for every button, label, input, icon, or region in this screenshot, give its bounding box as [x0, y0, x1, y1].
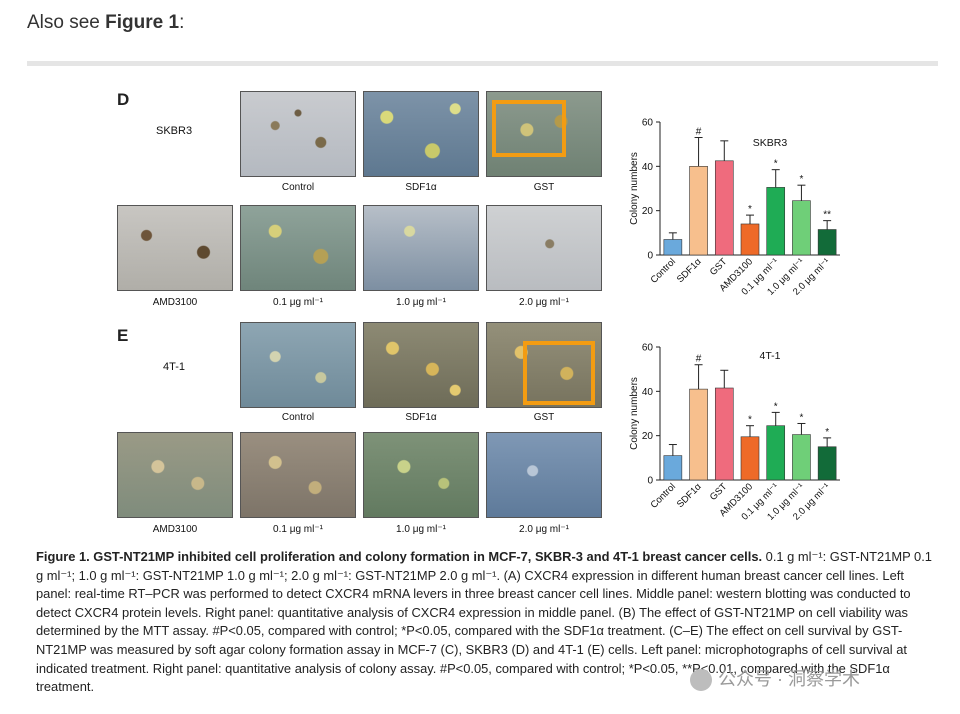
x-tick-label: GST — [708, 256, 730, 278]
photo-e-0-1 — [240, 432, 356, 518]
bar — [766, 187, 786, 256]
caption-d-sdf1a: SDF1α — [405, 182, 437, 193]
significance-mark: ** — [823, 210, 831, 221]
caption-e-2-0: 2.0 μg ml⁻¹ — [519, 524, 569, 535]
photo-d-gst — [486, 91, 602, 177]
caption-d-2-0: 2.0 μg ml⁻¹ — [519, 297, 569, 308]
significance-mark: * — [774, 401, 778, 412]
significance-mark: * — [774, 159, 778, 170]
y-tick-label: 40 — [642, 387, 654, 398]
chart-title: SKBR3 — [753, 137, 788, 149]
y-axis-label: Colony numbers — [629, 152, 640, 225]
bar — [817, 229, 837, 256]
photo-e-sdf1a — [363, 322, 479, 408]
y-tick-label: 60 — [642, 343, 654, 354]
y-tick-label: 0 — [647, 251, 653, 262]
divider — [27, 61, 938, 66]
significance-mark: * — [799, 412, 803, 423]
bar — [714, 387, 734, 481]
figure-caption: Figure 1. GST-NT21MP inhibited cell prol… — [36, 549, 932, 695]
x-tick-label: SDF1α — [675, 481, 704, 510]
photo-e-control — [240, 322, 356, 408]
caption-d-0-1: 0.1 μg ml⁻¹ — [273, 297, 323, 308]
caption-d-control: Control — [281, 182, 315, 193]
watermark: 公众号 · 洞察学术 — [690, 665, 860, 692]
panel-e-cell-line: 4T-1 — [163, 361, 186, 373]
significance-mark: * — [799, 174, 803, 185]
caption-e-1-0: 1.0 μg ml⁻¹ — [396, 524, 446, 535]
bar — [792, 200, 811, 256]
bar — [689, 388, 708, 481]
highlight-box — [492, 100, 566, 157]
intro-text: Also see Figure 1: — [27, 12, 185, 33]
photo-e-gst — [486, 322, 602, 408]
significance-mark: * — [748, 415, 752, 426]
bar — [663, 455, 683, 481]
bar — [740, 223, 760, 256]
figure-link[interactable]: Figure 1 — [105, 12, 180, 33]
y-tick-label: 60 — [642, 118, 654, 129]
caption-d-amd3100: AMD3100 — [152, 297, 198, 308]
significance-mark: # — [696, 354, 702, 365]
y-tick-label: 0 — [647, 476, 653, 487]
x-tick-label: SDF1α — [675, 256, 704, 285]
panel-d-cell-line: SKBR3 — [156, 125, 193, 137]
wechat-icon — [690, 669, 712, 692]
bar — [792, 434, 811, 481]
photo-e-amd3100 — [117, 432, 233, 518]
photo-d-2-0 — [486, 205, 602, 291]
photo-d-control — [240, 91, 356, 177]
caption-e-amd3100: AMD3100 — [152, 524, 198, 535]
bar — [766, 425, 786, 481]
caption-d-1-0: 1.0 μg ml⁻¹ — [396, 297, 446, 308]
photo-d-sdf1a — [363, 91, 479, 177]
panel-e-label: E — [117, 326, 129, 345]
photo-d-amd3100 — [117, 205, 233, 291]
chart-title: 4T-1 — [759, 350, 780, 362]
y-axis-label: Colony numbers — [629, 377, 640, 450]
photo-e-1-0 — [363, 432, 479, 518]
panel-d-label: D — [117, 90, 130, 109]
significance-mark: # — [696, 127, 702, 138]
bar — [714, 160, 734, 256]
y-tick-label: 20 — [642, 431, 654, 442]
photo-d-1-0 — [363, 205, 479, 291]
bar — [663, 239, 683, 256]
y-tick-label: 40 — [642, 162, 654, 173]
caption-e-sdf1a: SDF1α — [405, 412, 437, 423]
significance-mark: * — [825, 427, 829, 438]
x-tick-label: GST — [708, 481, 730, 503]
significance-mark: * — [748, 204, 752, 215]
caption-e-gst: GST — [533, 412, 555, 423]
bar — [689, 166, 708, 256]
caption-e-control: Control — [281, 412, 315, 423]
y-tick-label: 20 — [642, 206, 654, 217]
caption-d-gst: GST — [533, 182, 555, 193]
photo-e-2-0 — [486, 432, 602, 518]
bar — [817, 446, 837, 481]
photo-d-0-1 — [240, 205, 356, 291]
highlight-box — [523, 341, 595, 405]
bar — [740, 436, 760, 481]
caption-e-0-1: 0.1 μg ml⁻¹ — [273, 524, 323, 535]
